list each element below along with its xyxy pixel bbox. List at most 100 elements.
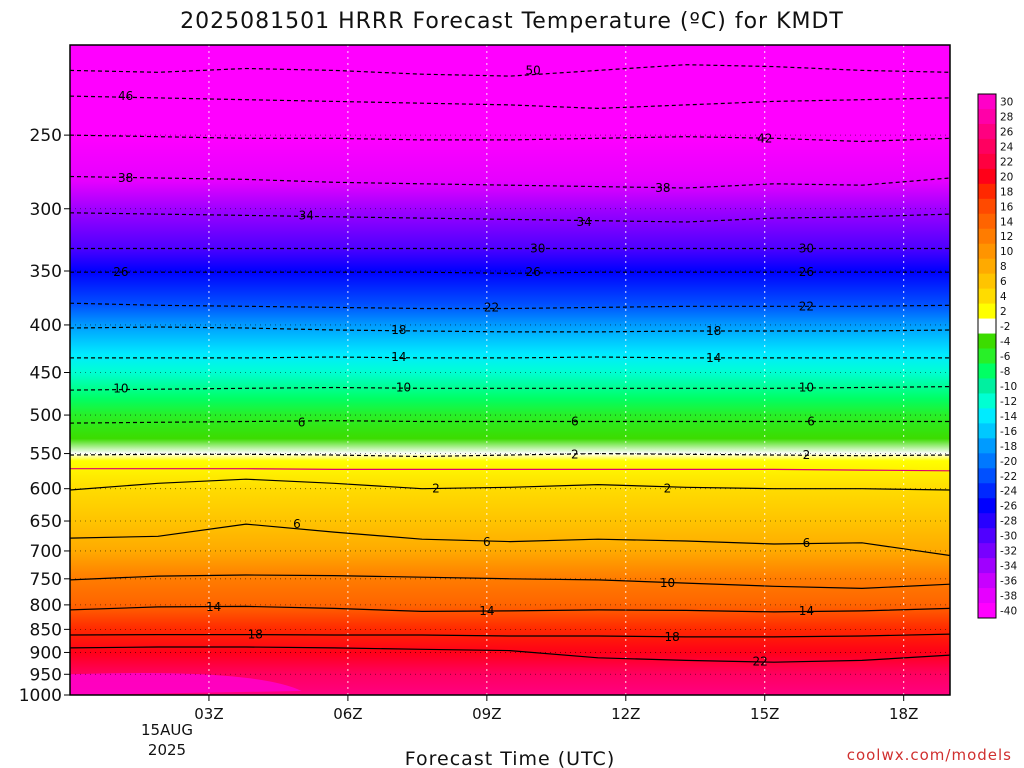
- x-tick-label: 09Z: [472, 705, 501, 723]
- contour-label: 34: [576, 215, 591, 229]
- x-tick-label: 18Z: [889, 705, 918, 723]
- contour-label: 10: [799, 380, 814, 394]
- colorbar-swatch: [978, 303, 996, 320]
- x-tick-label: 03Z: [194, 705, 223, 723]
- contour-label: 6: [293, 517, 301, 531]
- colorbar-label: -36: [1000, 576, 1017, 588]
- colorbar-label: -22: [1000, 471, 1017, 483]
- colorbar-label: 24: [1000, 141, 1014, 153]
- colorbar-swatch: [978, 513, 996, 529]
- colorbar-swatch: [978, 468, 996, 484]
- colorbar-swatch: [978, 483, 996, 499]
- colorbar-label: 30: [1000, 96, 1013, 108]
- contour-label: 42: [757, 131, 772, 145]
- contour-label: 10: [113, 381, 128, 395]
- colorbar-swatch: [978, 228, 996, 245]
- colorbar-border: [977, 93, 997, 619]
- y-tick-label: 950: [30, 665, 62, 685]
- colorbar-label: -32: [1000, 546, 1017, 558]
- colorbar-swatch: [978, 94, 996, 110]
- colorbar-swatch: [978, 243, 996, 260]
- y-tick-label: 550: [30, 445, 62, 465]
- contour-label: 50: [526, 63, 541, 77]
- contour-10: [70, 574, 950, 590]
- x-tick-label: 06Z: [333, 705, 362, 723]
- contour-label: 38: [655, 181, 670, 195]
- colorbar-swatch: [978, 378, 996, 394]
- y-tick-label: 250: [30, 126, 62, 146]
- contour-label: 10: [396, 380, 411, 394]
- contour-label: 10: [660, 576, 675, 590]
- colorbar-label: -40: [1000, 606, 1017, 618]
- colorbar-swatch: [978, 183, 996, 200]
- colorbar-swatch: [978, 168, 996, 185]
- y-tick-label: 900: [30, 643, 62, 663]
- contour-label: 26: [526, 265, 541, 279]
- y-tick-label: 700: [30, 542, 62, 562]
- contour-2: [70, 478, 950, 491]
- contour-label: 22: [484, 300, 499, 314]
- colorbar-label: -28: [1000, 516, 1017, 528]
- colorbar-swatch: [978, 393, 996, 409]
- colorbar-swatch: [978, 108, 996, 125]
- colorbar-label: -38: [1000, 591, 1017, 603]
- colorbar-label: 14: [1000, 216, 1014, 228]
- contour-label: 30: [530, 241, 545, 255]
- contour-label: 22: [752, 654, 767, 668]
- colorbar-label: 18: [1000, 186, 1013, 198]
- colorbar-swatch: [978, 453, 996, 469]
- contour-0: [70, 468, 950, 472]
- colorbar-label: -20: [1000, 456, 1017, 468]
- contour-label: 18: [248, 628, 263, 642]
- colorbar-swatch: [978, 333, 996, 350]
- colorbar-swatch: [978, 198, 996, 215]
- contour-label: 34: [299, 208, 314, 222]
- colorbar-swatch: [978, 348, 996, 364]
- colorbar-label: 12: [1000, 231, 1013, 243]
- colorbar-label: -8: [1000, 366, 1010, 378]
- y-tick-label: 650: [30, 512, 62, 532]
- colorbar-swatch: [978, 408, 996, 424]
- colorbar-swatch: [978, 123, 996, 140]
- colorbar-label: -14: [1000, 411, 1017, 423]
- colorbar-label: 10: [1000, 246, 1013, 258]
- contour-lines: [70, 64, 950, 663]
- colorbar-swatch: [978, 288, 996, 305]
- colorbar-label: -2: [1000, 321, 1010, 333]
- contour-label: 6: [298, 415, 306, 429]
- contour-14: [70, 605, 950, 613]
- colorbar-swatch: [978, 318, 996, 335]
- colorbar-swatch: [978, 498, 996, 514]
- contour-label: 26: [113, 265, 128, 279]
- contour-label: 14: [479, 604, 494, 618]
- contour-label: 2: [664, 482, 672, 496]
- contour-label: 26: [799, 265, 814, 279]
- colorbar-label: -10: [1000, 381, 1017, 393]
- chart-title: 2025081501 HRRR Forecast Temperature (ºC…: [180, 9, 844, 34]
- colorbar-swatch: [978, 153, 996, 170]
- contour-label: 22: [799, 299, 814, 313]
- colorbar-swatch: [978, 138, 996, 155]
- x-tick-date-line1: 15AUG: [141, 721, 193, 739]
- contour-label: 18: [664, 630, 679, 644]
- y-tick-label: 500: [30, 406, 62, 426]
- x-tick-date-line2: 2025: [148, 741, 186, 759]
- colorbar-swatch: [978, 573, 996, 589]
- y-axis: 250 300 350 400 450 500 550 600 650 700 750 800 850 9…: [19, 126, 70, 706]
- y-tick-label: 800: [30, 596, 62, 616]
- colorbar-label: 2: [1000, 306, 1007, 318]
- colorbar-label: -34: [1000, 561, 1017, 573]
- colorbar-label: 20: [1000, 171, 1013, 183]
- colorbar-swatch: [978, 603, 996, 619]
- x-axis-label: Forecast Time (UTC): [405, 748, 615, 768]
- colorbar-swatch: [978, 363, 996, 379]
- contour-label: 6: [571, 414, 579, 428]
- contour-label: 2: [571, 447, 579, 461]
- colorbar-label: 16: [1000, 201, 1014, 213]
- colorbar-swatch: [978, 543, 996, 559]
- contour-6: [70, 523, 950, 557]
- colorbar-label: -12: [1000, 396, 1017, 408]
